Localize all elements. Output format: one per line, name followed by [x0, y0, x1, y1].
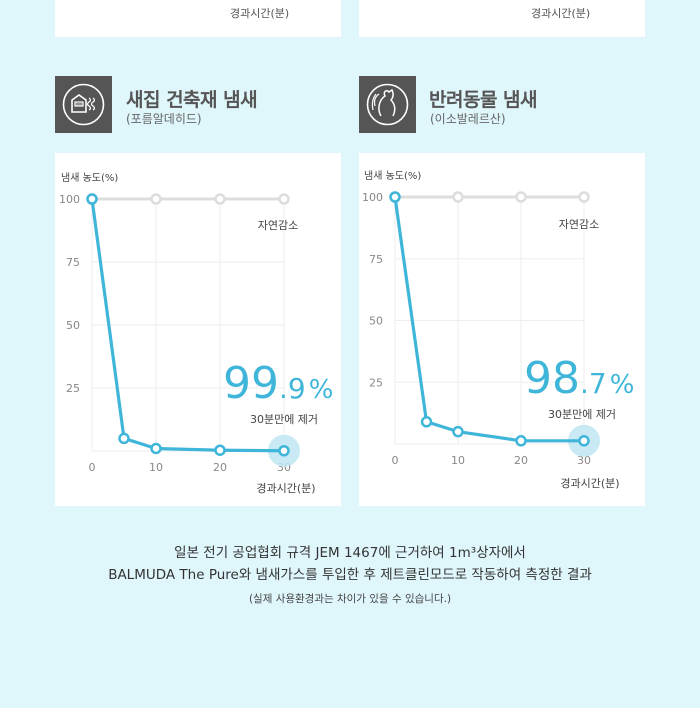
- chart-pet: 냄새 농도(%) 100 75 50 25 0 10 20 30 자연감소 98.7 % 30분만에 제…: [362, 170, 634, 490]
- x-tick-label: 10: [149, 461, 163, 474]
- balmuda-data-point: [389, 191, 401, 203]
- natural-data-point: [452, 191, 464, 203]
- x-tick-label: 10: [451, 454, 465, 467]
- x-tick-label: 30: [577, 454, 591, 467]
- y-axis-label: 냄새 농도(%): [61, 172, 118, 184]
- y-tick-label: 25: [369, 376, 383, 389]
- balmuda-data-point: [515, 435, 527, 447]
- footnote-line-3: (실제 사용환경과는 차이가 있을 수 있습니다.): [248, 593, 452, 605]
- footnote-line-2: BALMUDA The Pure와 냄새가스를 투입한 후 제트클린모드로 작동…: [108, 567, 592, 583]
- natural-data-point: [578, 191, 590, 203]
- natural-data-point: [150, 193, 162, 205]
- natural-data-point: [278, 193, 290, 205]
- y-tick-label: 100: [59, 193, 80, 206]
- y-tick-label: 50: [369, 315, 383, 328]
- balmuda-data-point: [118, 432, 130, 445]
- pet-icon: [359, 76, 416, 133]
- natural-data-point: [515, 191, 527, 203]
- x-tick-label: 0: [89, 461, 96, 474]
- balmuda-data-point: [278, 444, 290, 457]
- series-line-balmuda: [393, 196, 584, 443]
- section-title-new-house: 새집 건축재 냄새: [126, 89, 258, 111]
- top-chart-card-left: 경과시간(분): [55, 0, 341, 37]
- footnote-line-1: 일본 전기 공업협회 규격 JEM 1467에 근거하여 1m³상자에서: [174, 545, 526, 561]
- y-axis-label: 냄새 농도(%): [364, 170, 421, 182]
- balmuda-data-point: [578, 435, 590, 447]
- balmuda-data-point: [214, 444, 226, 456]
- natural-data-point: [214, 193, 226, 205]
- reduction-caption: 30분만에 제거: [548, 408, 616, 421]
- top-chart-card-right: 경과시간(분): [359, 0, 645, 37]
- natural-decay-label: 자연감소: [559, 218, 599, 231]
- house-icon: 000: [55, 76, 112, 133]
- x-axis-label: 경과시간(분): [560, 477, 619, 490]
- natural-decay-label: 자연감소: [258, 219, 298, 232]
- y-tick-label: 100: [362, 191, 383, 204]
- reduction-caption: 30분만에 제거: [250, 413, 318, 426]
- y-tick-label: 50: [66, 319, 80, 332]
- balmuda-data-point: [452, 425, 464, 438]
- section-title-pet: 반려동물 냄새: [429, 89, 538, 111]
- section-subtitle-pet: (이소발레르산): [430, 112, 506, 126]
- x-tick-label: 0: [392, 454, 399, 467]
- x-tick-label: 20: [514, 454, 528, 467]
- x-axis-label: 경과시간(분): [256, 482, 315, 495]
- y-tick-label: 75: [369, 253, 383, 266]
- section-subtitle-new-house: (포름알데히드): [126, 112, 202, 126]
- balmuda-data-point: [86, 193, 98, 205]
- reduction-percentage: 99.9%: [223, 358, 333, 409]
- chart-card-pet: 냄새 농도(%) 100 75 50 25 0 10 20 30 자연감소 98.7% 30분만에 제…: [359, 153, 645, 506]
- y-tick-label: 25: [66, 382, 80, 395]
- top-x-axis-label-right: 경과시간(분): [531, 7, 591, 20]
- balmuda-data-point: [150, 442, 162, 455]
- top-x-axis-label-left: 경과시간(분): [230, 7, 290, 20]
- balmuda-data-point: [420, 416, 433, 428]
- x-tick-label: 20: [213, 461, 227, 474]
- reduction-percentage: 98.7%: [524, 353, 634, 404]
- y-tick-label: 75: [66, 256, 80, 269]
- chart-card-new-house: 냄새 농도(%) 100 75 50 25 0 10 20 30 자연감소 99.9% 30분만에 제…: [55, 153, 341, 506]
- svg-text:000: 000: [76, 103, 83, 107]
